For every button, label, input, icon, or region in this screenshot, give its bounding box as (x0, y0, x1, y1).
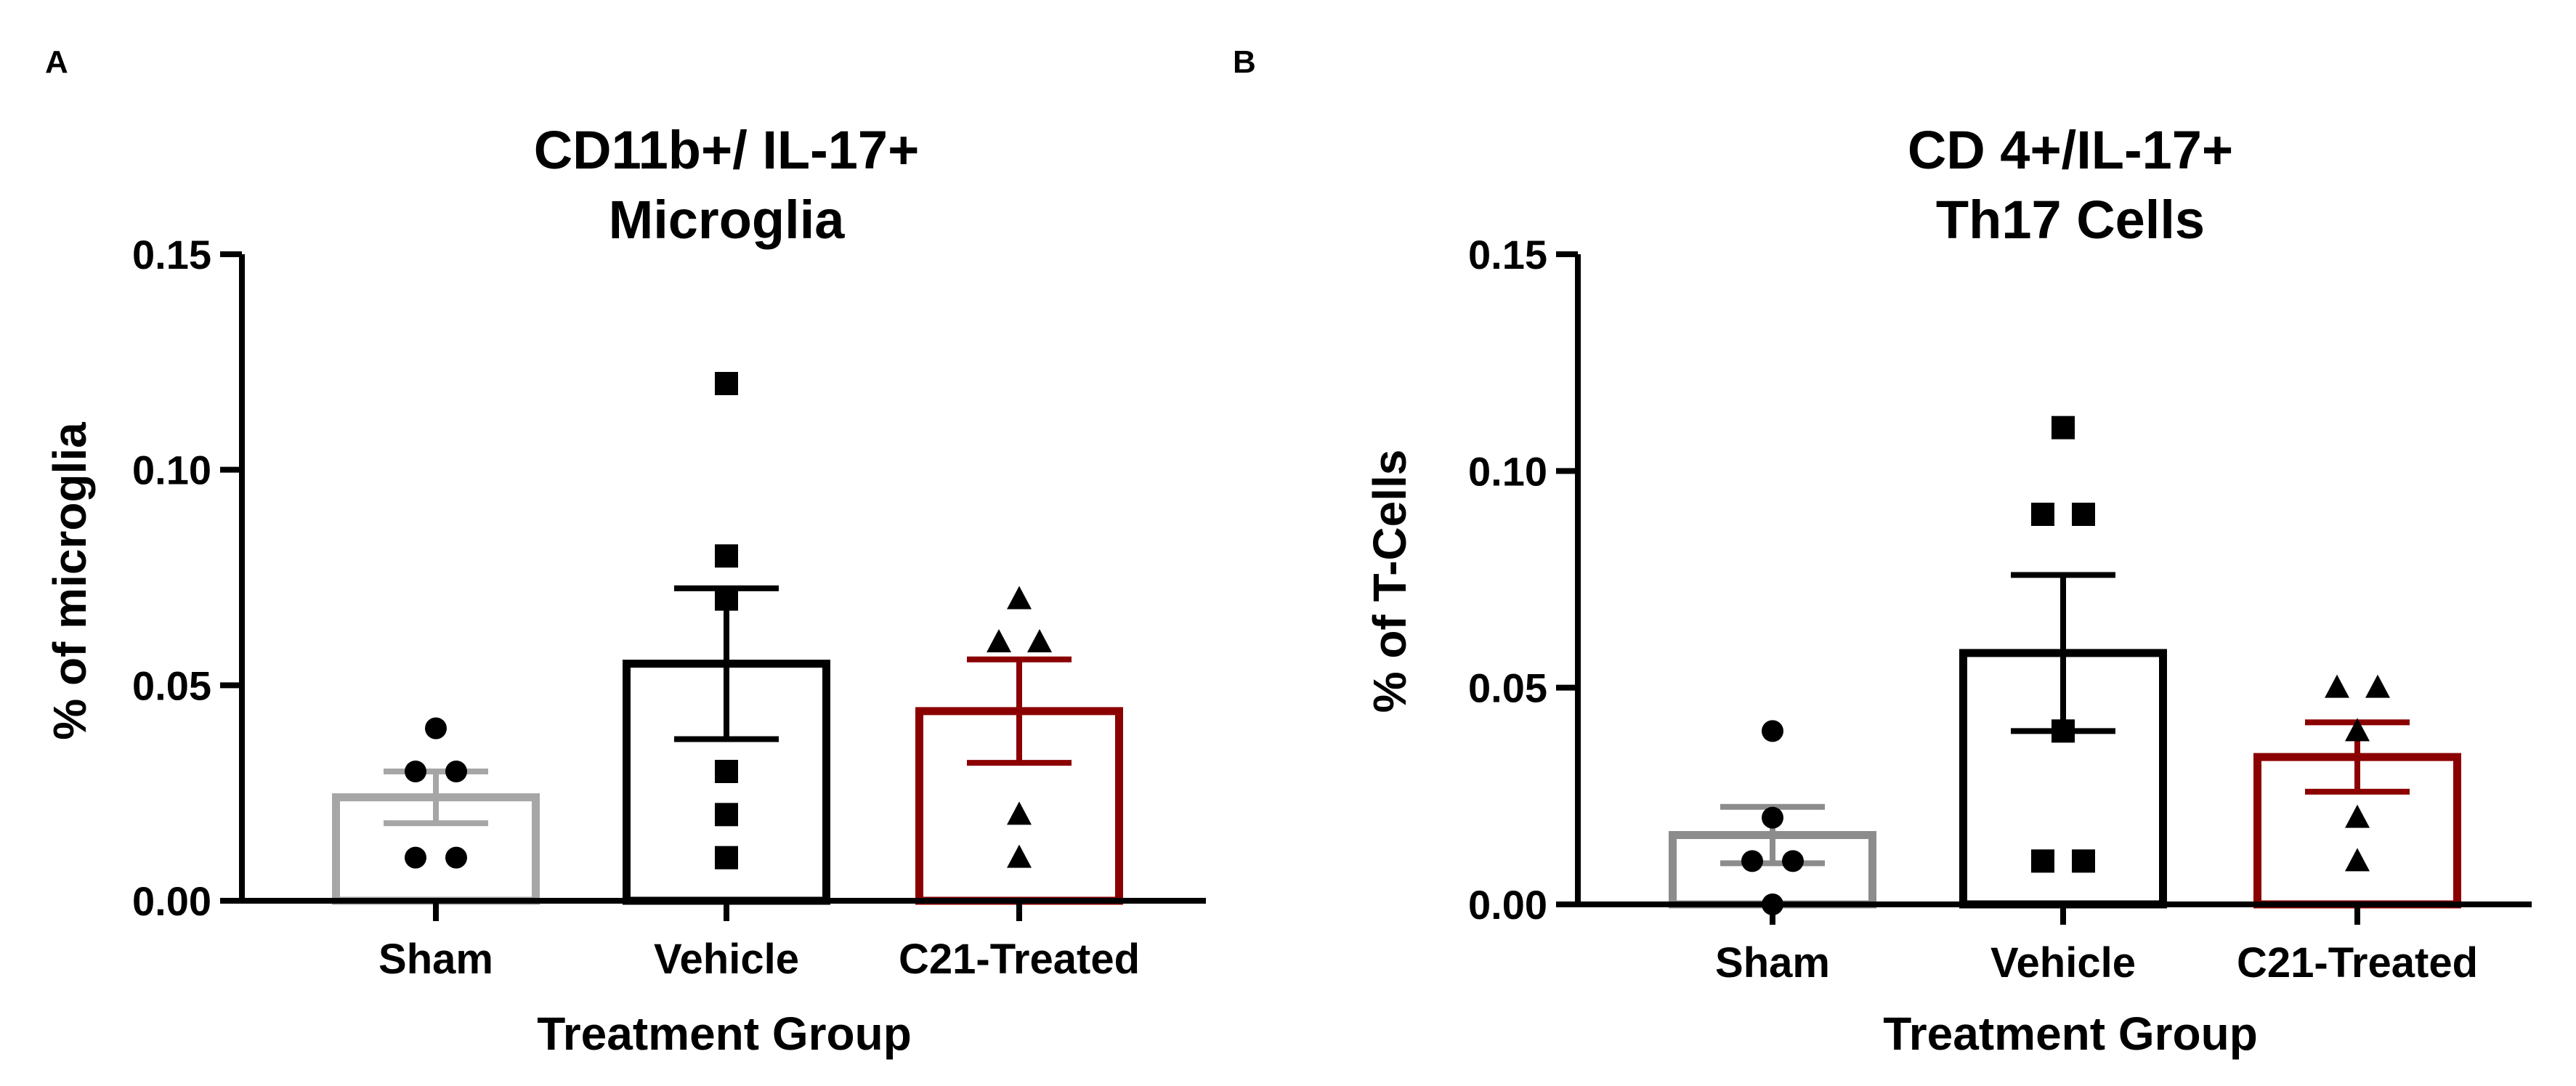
panel-a-point-sham-1 (405, 761, 426, 782)
panel-b-ytick-label-0.15: 0.15 (1468, 232, 1547, 277)
panel-b-category-label-sham: Sham (1715, 939, 1830, 986)
panel-b-point-sham-4 (1762, 893, 1783, 915)
panel-a-ytick-label-0.00: 0.00 (132, 878, 211, 924)
panel-b-point-c21-treated-0 (2325, 674, 2349, 698)
panel-a-point-c21-treated-1 (987, 629, 1011, 652)
panel-b-ytick-label-0.10: 0.10 (1468, 448, 1547, 494)
panel-a-point-sham-2 (445, 761, 467, 782)
panel-a-ytick-label-0.10: 0.10 (132, 447, 211, 493)
panel-b-plot: 0.00 0.05 0.10 0.15 Sham Vehicle C21-Treated (1468, 232, 2532, 986)
panel-a-point-c21-treated-2 (1027, 629, 1052, 652)
panel-a-letter: A (45, 44, 68, 80)
panel-a-point-vehicle-4 (715, 803, 738, 827)
panel-a-point-c21-treated-0 (1007, 585, 1032, 609)
panel-b-point-vehicle-5 (2072, 849, 2095, 873)
panel-a-point-c21-treated-4 (1007, 844, 1032, 868)
panel-a-point-vehicle-0 (715, 372, 738, 395)
panel-b-point-vehicle-1 (2031, 503, 2054, 526)
panel-b-point-c21-treated-2 (2345, 718, 2370, 742)
panel-a-point-c21-treated-3 (1007, 801, 1032, 825)
panel-b-point-sham-0 (1762, 720, 1783, 742)
panel-b-ytick-label-0.05: 0.05 (1468, 665, 1547, 711)
panel-b-point-vehicle-2 (2072, 503, 2095, 526)
panel-a-point-vehicle-5 (715, 846, 738, 870)
panel-a-point-vehicle-1 (715, 544, 738, 568)
panel-b-point-c21-treated-1 (2365, 674, 2390, 698)
panel-b-xlabel: Treatment Group (1883, 1008, 2258, 1060)
panel-a-point-vehicle-2 (715, 587, 738, 611)
panel-a-title-line2: Microglia (609, 190, 846, 250)
panel-a-title-line1: CD11b+/ IL-17+ (534, 120, 920, 180)
panel-b-point-sham-1 (1762, 806, 1783, 829)
panel-b-point-vehicle-3 (2052, 719, 2075, 743)
panel-a-point-sham-0 (425, 717, 447, 739)
panel-a-category-label-vehicle: Vehicle (654, 936, 799, 983)
panel-b-point-sham-2 (1741, 850, 1763, 872)
panel-a-point-vehicle-3 (715, 760, 738, 783)
panel-a-point-sham-3 (405, 846, 426, 869)
panel-b: B CD 4+/IL-17+ Th17 Cells % of T-Cells T… (1233, 44, 2532, 1060)
panel-a-plot: 0.00 0.05 0.10 0.15 Sham Vehicle C21-Treated (132, 232, 1206, 983)
panel-a-xlabel: Treatment Group (537, 1008, 912, 1060)
panel-b-title-line1: CD 4+/IL-17+ (1908, 120, 2233, 180)
panel-b-letter: B (1233, 44, 1256, 80)
panel-b-point-vehicle-4 (2031, 849, 2054, 873)
panel-a-category-label-sham: Sham (378, 936, 493, 983)
panel-a-ytick-label-0.05: 0.05 (132, 662, 211, 708)
panel-b-category-label-vehicle: Vehicle (1990, 939, 2136, 986)
panel-b-point-c21-treated-4 (2345, 848, 2370, 872)
panel-a-ylabel: % of microglia (44, 422, 96, 740)
panel-a-ytick-label-0.15: 0.15 (132, 232, 211, 277)
panel-b-point-vehicle-0 (2052, 416, 2075, 439)
panel-a-point-sham-4 (445, 846, 467, 869)
panel-b-category-label-c21-treated: C21-Treated (2237, 939, 2478, 986)
panel-b-title-line2: Th17 Cells (1936, 190, 2205, 250)
panel-b-point-c21-treated-3 (2345, 804, 2370, 828)
panel-a-category-label-c21-treated: C21-Treated (899, 936, 1140, 983)
panel-b-ylabel: % of T-Cells (1364, 450, 1416, 713)
panel-b-point-sham-3 (1782, 850, 1804, 872)
panel-b-ytick-label-0.00: 0.00 (1468, 882, 1547, 928)
panel-a: A CD11b+/ IL-17+ Microglia % of microgli… (44, 44, 1206, 1060)
